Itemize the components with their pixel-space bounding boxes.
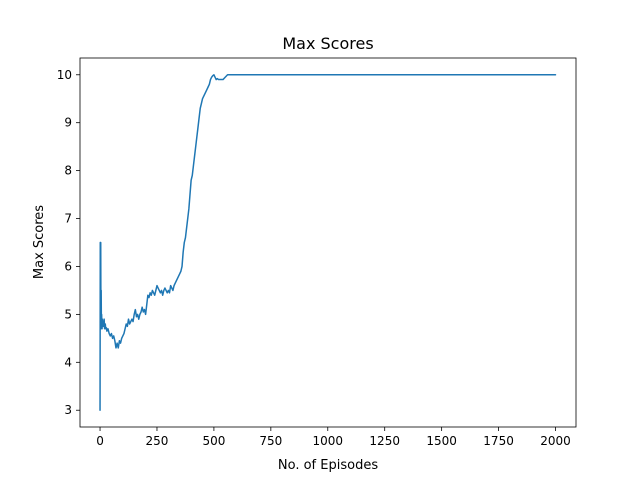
x-tick-label: 0 (96, 434, 104, 448)
x-axis: 0 250 500 750 1000 1250 1500 1750 2000 (96, 427, 571, 448)
y-axis: 3 4 5 6 7 8 9 10 (57, 68, 80, 417)
plot-area (99, 74, 557, 411)
y-tick-label: 4 (64, 355, 72, 369)
x-tick-label: 2000 (540, 434, 571, 448)
y-tick-label: 9 (64, 116, 72, 130)
x-tick-label: 250 (146, 434, 169, 448)
y-tick-label: 7 (64, 212, 72, 226)
y-tick-label: 10 (57, 68, 72, 82)
y-tick-label: 6 (64, 259, 72, 273)
y-tick-label: 5 (64, 307, 72, 321)
x-tick-label: 500 (202, 434, 225, 448)
plot-frame (79, 57, 577, 428)
x-tick-label: 1000 (312, 434, 343, 448)
y-tick-label: 3 (64, 403, 72, 417)
x-tick-label: 1750 (483, 434, 514, 448)
x-tick-label: 750 (259, 434, 282, 448)
x-axis-label: No. of Episodes (278, 458, 378, 473)
series-line (99, 74, 557, 411)
x-tick-label: 1500 (426, 434, 457, 448)
x-tick-label: 1250 (369, 434, 400, 448)
y-tick-label: 8 (64, 164, 72, 178)
chart-title: Max Scores (282, 34, 373, 53)
y-axis-label: Max Scores (32, 205, 47, 279)
